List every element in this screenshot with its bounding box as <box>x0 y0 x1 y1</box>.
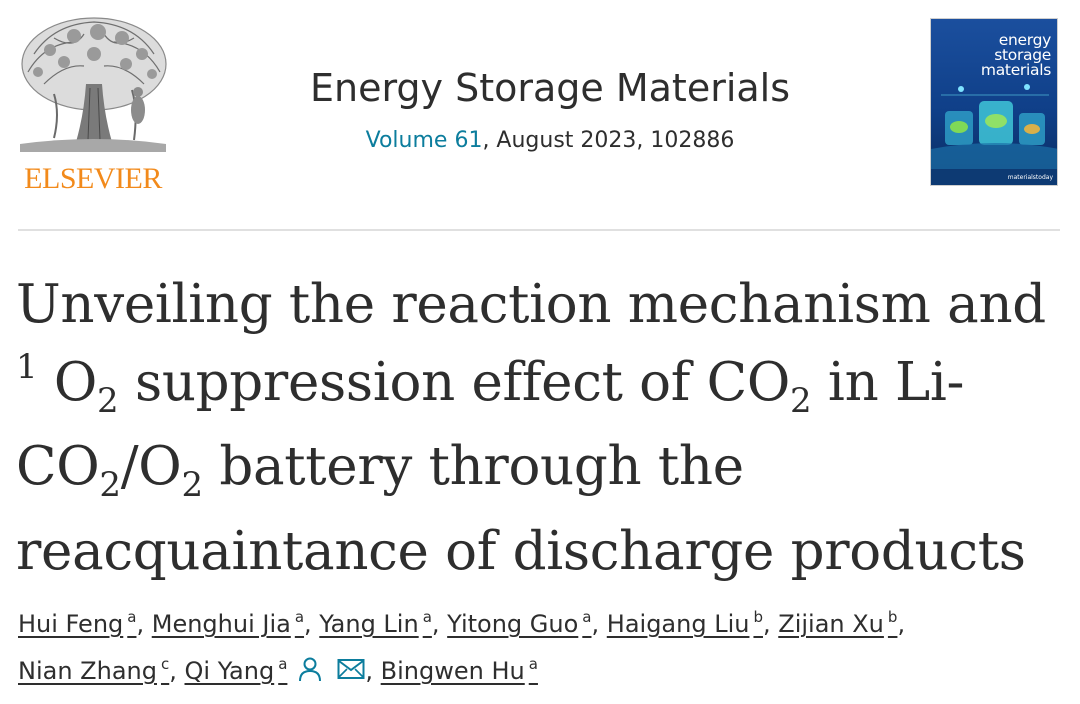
author-link[interactable]: Qi Yang a <box>184 655 288 685</box>
author-separator: , <box>169 657 185 685</box>
author-name: Haigang Liu <box>606 610 750 638</box>
cover-artwork-icon <box>931 19 1057 185</box>
author-name: Hui Feng <box>18 610 124 638</box>
envelope-icon[interactable] <box>337 658 365 680</box>
affiliation-marker: a <box>278 655 288 673</box>
author-name: Qi Yang <box>184 657 275 685</box>
author-name: Yang Lin <box>319 610 419 638</box>
affiliation-marker: a <box>528 655 538 673</box>
affiliation-marker: a <box>294 608 305 626</box>
title-line: 1 O2 suppression effect of CO2 in Li- <box>16 344 1066 429</box>
title-subscript: 2 <box>790 380 812 421</box>
title-line: CO2/O2 battery through the <box>16 428 1066 513</box>
author-name: Zijian Xu <box>778 610 884 638</box>
person-icon[interactable] <box>297 656 323 682</box>
author-name: Yitong Guo <box>447 610 579 638</box>
header-divider <box>18 229 1060 231</box>
title-subscript: 2 <box>99 465 121 505</box>
journal-cover-image[interactable]: energy storage materials materialstoday <box>930 18 1058 186</box>
cover-title-line: storage <box>994 46 1051 64</box>
title-text: CO <box>16 436 100 497</box>
title-superscript: 1 <box>16 346 38 387</box>
title-text: reacquaintance of discharge products <box>16 520 1026 582</box>
title-text: /O <box>120 436 182 497</box>
author-name: Menghui Jia <box>151 610 291 638</box>
author-link[interactable]: Yang Lin a <box>319 608 432 638</box>
elsevier-tree-icon <box>20 17 167 152</box>
author-name: Nian Zhang <box>18 657 157 685</box>
issue-date-and-article-number: , August 2023, 102886 <box>482 128 735 153</box>
author-link[interactable]: Zijian Xu b <box>778 608 898 638</box>
title-text: in Li- <box>811 351 965 413</box>
author-separator: , <box>762 610 779 638</box>
author-link[interactable]: Nian Zhang c <box>18 655 170 685</box>
affiliation-marker: b <box>753 608 763 626</box>
author-link[interactable]: Hui Feng a <box>18 608 137 638</box>
title-text: suppression effect of CO <box>118 351 791 413</box>
author-link[interactable]: Haigang Liu b <box>606 608 763 638</box>
author-link[interactable]: Menghui Jia a <box>151 608 305 638</box>
affiliation-marker: b <box>887 608 898 626</box>
cover-title-line: materials <box>980 61 1051 79</box>
affiliation-marker: a <box>127 608 137 626</box>
author-list: Hui Feng a, Menghui Jia a, Yang Lin a, Yito… <box>18 602 1068 696</box>
article-title: Unveiling the reaction mechanism and 1 O… <box>16 266 1066 590</box>
author-row: Nian Zhang c, Qi Yang a, Bingwen Hu a <box>18 649 1068 696</box>
author-row: Hui Feng a, Menghui Jia a, Yang Lin a, Yito… <box>18 602 1068 649</box>
author-link[interactable]: Bingwen Hu a <box>380 655 538 685</box>
title-subscript: 2 <box>181 465 203 505</box>
volume-link[interactable]: Volume 61 <box>365 128 483 153</box>
author-link[interactable]: Yitong Guo a <box>447 608 592 638</box>
title-text: battery through the <box>202 436 744 497</box>
title-subscript: 2 <box>97 380 119 421</box>
journal-title-link[interactable]: Energy Storage Materials <box>309 66 791 110</box>
author-separator: , <box>431 610 448 638</box>
title-text: Unveiling the reaction mechanism and <box>16 274 1046 335</box>
cover-title-line: energy <box>998 31 1052 49</box>
cover-footer: materialstoday <box>1007 174 1053 181</box>
journal-issue-info: Volume 61, August 2023, 102886 <box>250 126 850 156</box>
journal-info: Energy Storage Materials Volume 61, Augu… <box>250 62 850 156</box>
author-separator: , <box>591 610 607 638</box>
title-line: Unveiling the reaction mechanism and <box>16 266 1066 344</box>
affiliation-marker: c <box>160 655 170 673</box>
affiliation-marker: a <box>422 608 432 626</box>
publisher-logo[interactable]: ELSEVIER <box>14 14 172 195</box>
affiliation-marker: a <box>582 608 592 626</box>
author-separator: , <box>897 610 906 638</box>
cover-title: energy storage materials <box>941 31 1052 79</box>
publisher-name: ELSEVIER <box>24 162 162 195</box>
author-name: Bingwen Hu <box>380 657 525 685</box>
article-header: ELSEVIER Energy Storage Materials Volume… <box>0 0 1080 230</box>
author-separator: , <box>365 657 381 685</box>
title-line: reacquaintance of discharge products <box>16 513 1066 591</box>
author-separator: , <box>304 610 320 638</box>
title-text: O <box>37 351 98 413</box>
author-separator: , <box>136 610 152 638</box>
